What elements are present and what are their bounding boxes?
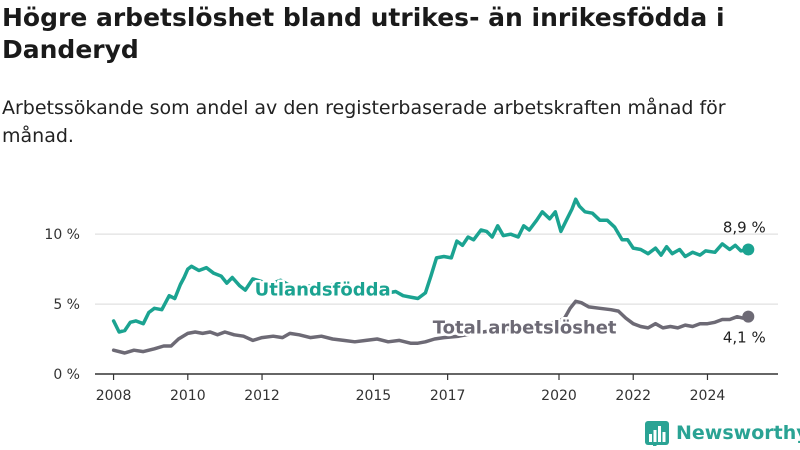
x-tick-label: 2008 <box>96 388 132 404</box>
series-end-value-utlandsfodda: 8,9 % <box>723 219 766 237</box>
series-end-marker-total-arbetsloshet <box>742 310 755 323</box>
x-tick-label: 2024 <box>690 388 726 404</box>
bar-chart-logo-icon <box>645 421 669 446</box>
label-layer: Utlandsfödda 8,9 % Total arbetslöshet 4,1 % <box>252 219 766 347</box>
x-tick-label: 2022 <box>615 388 651 404</box>
series-layer <box>111 197 755 355</box>
brand-name: Newsworthy <box>676 422 800 444</box>
x-tick-label: 2020 <box>541 388 577 404</box>
y-tick-label: 5 % <box>53 297 80 313</box>
series-name-total-arbetsloshet: Total arbetslöshet <box>433 317 617 338</box>
x-tick-label: 2017 <box>430 388 466 404</box>
y-tick-label: 10 % <box>44 227 80 243</box>
grid-layer <box>95 233 778 305</box>
chart-subtitle: Arbetssökande som andel av den registerb… <box>2 97 726 147</box>
x-tick-label: 2012 <box>244 388 280 404</box>
x-tick-label: 2015 <box>356 388 392 404</box>
series-name-utlandsfodda: Utlandsfödda <box>255 280 391 301</box>
y-tick-label: 0 % <box>53 367 80 383</box>
series-end-marker-utlandsfodda <box>742 243 755 256</box>
chart-title: Högre arbetslöshet bland utrikes- än inr… <box>2 3 725 64</box>
x-tick-label: 2010 <box>170 388 206 404</box>
series-end-value-total-arbetsloshet: 4,1 % <box>723 329 766 347</box>
axis-layer: 0 % 5 % 10 % 2008 2010 2012 2015 2017 2020 2022 20… <box>44 227 778 404</box>
newsworthy-brand[interactable]: Newsworthy <box>644 420 800 446</box>
series-line-total-arbetsloshet <box>111 299 751 355</box>
series-line-utlandsfodda <box>111 197 751 334</box>
